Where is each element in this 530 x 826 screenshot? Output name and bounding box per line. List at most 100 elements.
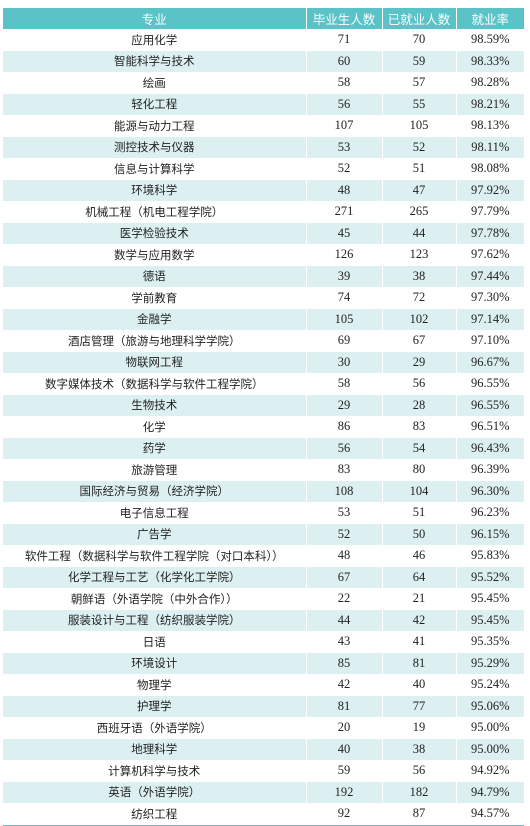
cell-major: 朝鲜语（外语学院（中外合作）） (3, 588, 307, 610)
table-row: 德语 39 38 97.44% (3, 265, 524, 288)
table-row: 机械工程（机电工程学院） 271 265 97.79% (3, 201, 524, 223)
table-row: 应用化学 71 70 98.59% (3, 29, 524, 51)
cell-graduates: 107 (306, 115, 383, 137)
cell-employment-rate: 96.30% (456, 480, 524, 503)
cell-graduates: 45 (306, 222, 383, 245)
cell-major: 数学与应用数学 (3, 244, 307, 266)
cell-employed: 46 (382, 545, 457, 567)
cell-employment-rate: 96.51% (456, 416, 524, 438)
cell-major: 化学工程与工艺（化学化工学院） (3, 566, 307, 589)
cell-graduates: 53 (306, 136, 383, 159)
cell-employed: 81 (382, 652, 457, 675)
cell-employed: 104 (382, 480, 457, 503)
cell-employment-rate: 97.10% (456, 330, 524, 352)
cell-employed: 70 (382, 29, 457, 51)
cell-employment-rate: 97.78% (456, 222, 524, 245)
cell-employment-rate: 98.28% (456, 72, 524, 94)
table-row: 服装设计与工程（纺织服装学院） 44 42 95.45% (3, 609, 524, 632)
cell-major: 日语 (3, 631, 307, 653)
table-row: 学前教育 74 72 97.30% (3, 287, 524, 309)
cell-graduates: 53 (306, 502, 383, 524)
cell-major: 旅游管理 (3, 459, 307, 481)
cell-employed: 102 (382, 308, 457, 331)
table-row: 国际经济与贸易（经济学院） 108 104 96.30% (3, 480, 524, 503)
cell-employment-rate: 97.92% (456, 179, 524, 202)
cell-employment-rate: 97.14% (456, 308, 524, 331)
cell-major: 物理学 (3, 674, 307, 696)
cell-employed: 28 (382, 394, 457, 417)
table-row: 物理学 42 40 95.24% (3, 674, 524, 696)
cell-graduates: 40 (306, 738, 383, 761)
employment-table: 专业 毕业生人数 已就业人数 就业率 应用化学 71 70 98.59% 智能科学与技术… (3, 8, 524, 825)
table-row: 药学 56 54 96.43% (3, 437, 524, 460)
cell-major: 机械工程（机电工程学院） (3, 201, 307, 223)
cell-employment-rate: 95.35% (456, 631, 524, 653)
cell-employed: 57 (382, 72, 457, 94)
table-row: 数字媒体技术（数据科学与软件工程学院） 58 56 96.55% (3, 373, 524, 395)
cell-employed: 83 (382, 416, 457, 438)
cell-major: 酒店管理（旅游与地理科学学院） (3, 330, 307, 352)
cell-employment-rate: 98.08% (456, 158, 524, 180)
cell-employment-rate: 97.44% (456, 265, 524, 288)
table-row: 生物技术 29 28 96.55% (3, 394, 524, 417)
cell-employment-rate: 98.21% (456, 93, 524, 116)
table-row: 物联网工程 30 29 96.67% (3, 351, 524, 374)
cell-employed: 50 (382, 523, 457, 546)
table-body: 应用化学 71 70 98.59% 智能科学与技术 60 59 98.33% 绘画 58 57 98.… (3, 29, 524, 825)
table-row: 广告学 52 50 96.15% (3, 523, 524, 546)
cell-graduates: 43 (306, 631, 383, 653)
cell-graduates: 56 (306, 437, 383, 460)
cell-employment-rate: 98.33% (456, 50, 524, 73)
cell-major: 轻化工程 (3, 93, 307, 116)
cell-graduates: 85 (306, 652, 383, 675)
cell-employment-rate: 95.29% (456, 652, 524, 675)
cell-employment-rate: 96.23% (456, 502, 524, 524)
table-row: 金融学 105 102 97.14% (3, 308, 524, 331)
header-row: 专业 毕业生人数 已就业人数 就业率 (3, 8, 524, 30)
cell-employed: 265 (382, 201, 457, 223)
cell-major: 护理学 (3, 695, 307, 718)
cell-major: 应用化学 (3, 29, 307, 51)
table-row: 环境设计 85 81 95.29% (3, 652, 524, 675)
cell-employed: 40 (382, 674, 457, 696)
cell-major: 英语（外语学院） (3, 781, 307, 804)
table-row: 化学工程与工艺（化学化工学院） 67 64 95.52% (3, 566, 524, 589)
cell-employment-rate: 95.52% (456, 566, 524, 589)
cell-graduates: 22 (306, 588, 383, 610)
cell-employed: 19 (382, 717, 457, 739)
cell-employed: 55 (382, 93, 457, 116)
cell-major: 纺织工程 (3, 803, 307, 825)
table-row: 医学检验技术 45 44 97.78% (3, 222, 524, 245)
cell-major: 医学检验技术 (3, 222, 307, 245)
table-header: 专业 毕业生人数 已就业人数 就业率 (3, 8, 524, 30)
table-row: 测控技术与仪器 53 52 98.11% (3, 136, 524, 159)
cell-employment-rate: 96.67% (456, 351, 524, 374)
table-row: 软件工程（数据科学与软件工程学院（对口本科）） 48 46 95.83% (3, 545, 524, 567)
cell-employed: 64 (382, 566, 457, 589)
table-row: 计算机科学与技术 59 56 94.92% (3, 760, 524, 782)
cell-employment-rate: 96.55% (456, 373, 524, 395)
cell-employment-rate: 95.00% (456, 717, 524, 739)
table-row: 绘画 58 57 98.28% (3, 72, 524, 94)
cell-graduates: 48 (306, 179, 383, 202)
cell-employment-rate: 95.45% (456, 588, 524, 610)
cell-major: 计算机科学与技术 (3, 760, 307, 782)
cell-employed: 59 (382, 50, 457, 73)
cell-graduates: 69 (306, 330, 383, 352)
cell-graduates: 59 (306, 760, 383, 782)
table-row: 电子信息工程 53 51 96.23% (3, 502, 524, 524)
table-row: 能源与动力工程 107 105 98.13% (3, 115, 524, 137)
cell-employed: 67 (382, 330, 457, 352)
cell-employed: 38 (382, 738, 457, 761)
table-row: 酒店管理（旅游与地理科学学院） 69 67 97.10% (3, 330, 524, 352)
cell-employed: 182 (382, 781, 457, 804)
cell-major: 物联网工程 (3, 351, 307, 374)
cell-employed: 51 (382, 502, 457, 524)
cell-graduates: 86 (306, 416, 383, 438)
cell-major: 国际经济与贸易（经济学院） (3, 480, 307, 503)
cell-employed: 56 (382, 760, 457, 782)
cell-employment-rate: 98.13% (456, 115, 524, 137)
cell-graduates: 44 (306, 609, 383, 632)
cell-employment-rate: 96.43% (456, 437, 524, 460)
cell-employment-rate: 95.00% (456, 738, 524, 761)
